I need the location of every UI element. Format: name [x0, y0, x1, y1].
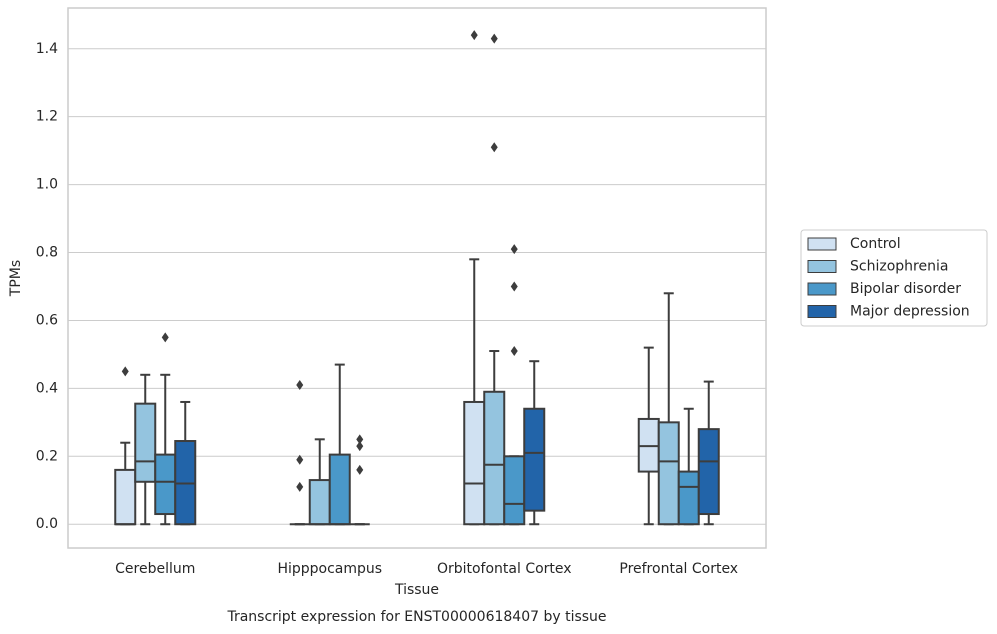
- outlier: [296, 481, 304, 492]
- box: [154, 453, 177, 516]
- legend-swatch: [807, 237, 837, 251]
- box: [677, 470, 700, 526]
- outlier: [510, 346, 518, 357]
- y-tick-label: 0.2: [36, 448, 58, 464]
- plot-frame: [67, 7, 767, 549]
- x-tick-label: Orbitofontal Cortex: [437, 561, 572, 577]
- y-tick-label: 0.8: [36, 245, 58, 261]
- legend-swatch: [807, 305, 837, 318]
- y-tick-label: 1.4: [36, 41, 58, 57]
- box: [328, 453, 351, 526]
- outlier: [356, 441, 364, 452]
- box: [697, 428, 720, 516]
- y-tick-label: 1.2: [36, 109, 58, 125]
- box: [308, 479, 331, 526]
- outlier: [490, 142, 498, 153]
- legend-label: Schizophrenia: [850, 259, 948, 275]
- y-tick-label: 0.0: [36, 516, 58, 532]
- outlier: [356, 434, 364, 445]
- x-tick-label: Prefrontal Cortex: [619, 561, 738, 577]
- outlier: [296, 379, 304, 390]
- box: [503, 455, 526, 526]
- legend-frame: [800, 229, 988, 327]
- outlier: [121, 366, 129, 377]
- legend-label: Control: [850, 236, 901, 252]
- box: [463, 400, 486, 526]
- box: [657, 421, 680, 526]
- y-tick-label: 1.0: [36, 177, 58, 193]
- box: [134, 402, 157, 483]
- outlier: [510, 244, 518, 255]
- box: [523, 407, 546, 512]
- outlier: [356, 464, 364, 475]
- y-tick-label: 0.6: [36, 312, 58, 328]
- outlier: [490, 33, 498, 44]
- legend-label: Major depression: [850, 304, 970, 320]
- legend-swatch: [807, 260, 837, 273]
- outlier: [470, 30, 478, 41]
- outlier: [161, 332, 169, 343]
- y-tick-label: 0.4: [36, 380, 58, 396]
- y-axis-label: TPMs: [8, 260, 24, 297]
- legend-swatch: [807, 282, 837, 296]
- chart-title: Transcript expression for ENST0000061840…: [226, 609, 606, 625]
- outlier: [296, 454, 304, 465]
- box: [483, 390, 506, 526]
- outlier: [510, 281, 518, 292]
- x-tick-label: Hipppocampus: [277, 561, 382, 577]
- x-axis-label: Tissue: [394, 582, 439, 598]
- x-tick-label: Cerebellum: [115, 561, 195, 577]
- box: [114, 468, 137, 526]
- legend-label: Bipolar disorder: [850, 281, 961, 297]
